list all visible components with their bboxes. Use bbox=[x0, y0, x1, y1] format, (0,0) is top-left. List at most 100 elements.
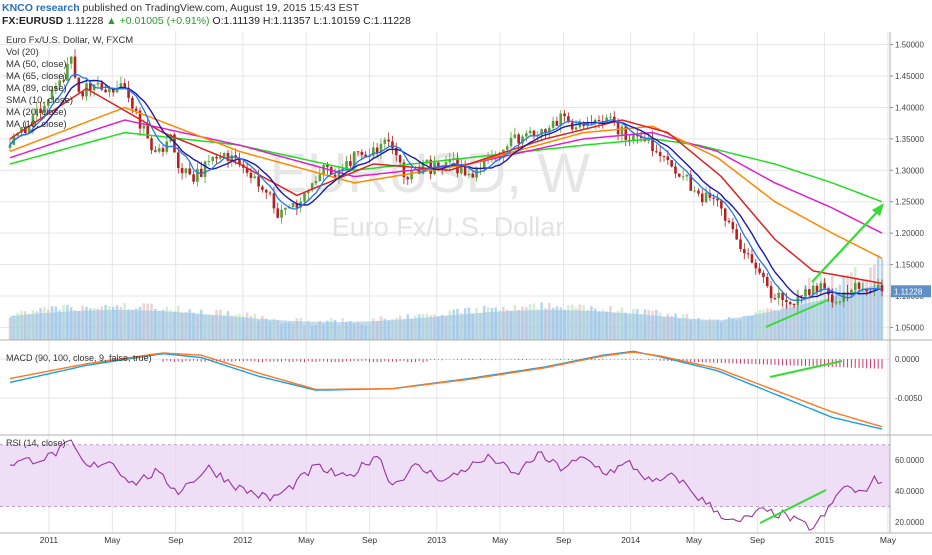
candle-body bbox=[379, 143, 383, 153]
candle-body bbox=[712, 197, 716, 199]
rsi-band bbox=[0, 444, 890, 507]
high-label: H: bbox=[262, 15, 274, 27]
signal-line bbox=[9, 351, 883, 428]
publisher-line: KNCO research published on TradingView.c… bbox=[2, 2, 359, 14]
candle-body bbox=[723, 208, 727, 221]
candle-body bbox=[716, 198, 719, 201]
candle-body bbox=[268, 192, 272, 194]
candle-body bbox=[226, 152, 230, 161]
legend-ma65[interactable]: MA (65, close) bbox=[6, 71, 67, 82]
candle-body bbox=[372, 147, 375, 156]
x-axis-tick: Sep bbox=[362, 535, 377, 545]
candle-body bbox=[375, 147, 379, 153]
candle-body bbox=[249, 172, 253, 178]
candle-body bbox=[532, 130, 536, 137]
candle-body bbox=[677, 173, 681, 177]
candle-body bbox=[150, 138, 153, 151]
x-axis-tick: 2011 bbox=[40, 535, 59, 545]
open-value: 1.11139 bbox=[223, 15, 260, 27]
bullish-arrow-head bbox=[872, 203, 884, 216]
candle-body bbox=[459, 166, 463, 174]
candle-body bbox=[35, 108, 39, 116]
candle-body bbox=[364, 154, 367, 157]
candle-body bbox=[555, 120, 559, 126]
candle-body bbox=[62, 80, 65, 82]
candle-body bbox=[261, 186, 264, 190]
candle-body bbox=[211, 157, 215, 161]
candle-body bbox=[773, 298, 777, 300]
symbol-line: FX:EURUSD 1.11228 ▲ +0.01005 (+0.91%) O:… bbox=[2, 15, 411, 27]
candle-body bbox=[850, 290, 853, 294]
candle-body bbox=[203, 161, 207, 177]
candle-body bbox=[188, 168, 192, 175]
candle-body bbox=[398, 155, 402, 163]
candle-body bbox=[77, 77, 81, 92]
rsi-label: RSI (14, close) bbox=[6, 438, 66, 448]
candle-body bbox=[674, 166, 677, 174]
candle-body bbox=[880, 285, 884, 292]
price-axis-tick: 1.40000 bbox=[895, 103, 924, 112]
candle-body bbox=[467, 173, 471, 176]
candle-body bbox=[264, 189, 268, 193]
macd-divergence-line bbox=[769, 360, 843, 378]
author-link[interactable]: KNCO research bbox=[2, 2, 80, 14]
candle-body bbox=[624, 126, 628, 140]
symbol-ticker[interactable]: FX:EURUSD bbox=[2, 15, 64, 27]
candle-body bbox=[85, 83, 88, 97]
candle-body bbox=[391, 141, 394, 148]
candle-body bbox=[739, 239, 742, 249]
candle-body bbox=[215, 157, 218, 159]
price-change: +0.01005 (+0.91%) bbox=[119, 15, 210, 27]
candle-body bbox=[612, 116, 616, 121]
candle-body bbox=[632, 134, 635, 142]
candle-body bbox=[81, 91, 84, 97]
candle-body bbox=[326, 165, 329, 167]
rsi-axis-tick: 40.0000 bbox=[895, 487, 924, 496]
rsi-line bbox=[9, 439, 883, 531]
candle-body bbox=[196, 168, 199, 182]
candle-body bbox=[670, 160, 673, 167]
candle-body bbox=[639, 136, 643, 138]
candle-body bbox=[284, 207, 287, 210]
legend-ma50[interactable]: MA (50, close) bbox=[6, 59, 67, 70]
candle-body bbox=[785, 299, 788, 303]
price-axis-tick: 1.50000 bbox=[895, 41, 924, 50]
candle-body bbox=[616, 120, 620, 135]
candle-body bbox=[341, 168, 345, 171]
x-axis-tick: Sep bbox=[168, 535, 183, 545]
macd-axis-tick: -0.0050 bbox=[895, 394, 923, 403]
x-axis-tick: 2013 bbox=[427, 535, 446, 545]
candle-body bbox=[207, 160, 211, 162]
candle-body bbox=[666, 156, 670, 161]
candle-body bbox=[257, 176, 260, 187]
candle-body bbox=[815, 285, 819, 292]
candle-body bbox=[8, 144, 12, 148]
legend-ma10[interactable]: MA (10, close) bbox=[6, 119, 67, 130]
close-value: 1.11228 bbox=[373, 15, 411, 27]
candle-body bbox=[291, 202, 295, 208]
candle-body bbox=[808, 289, 811, 295]
candle-body bbox=[482, 160, 486, 169]
candle-body bbox=[830, 294, 834, 303]
legend-ma20[interactable]: MA (20, close) bbox=[6, 107, 67, 118]
legend-vol[interactable]: Vol (20) bbox=[6, 47, 39, 58]
legend-ma89[interactable]: MA (89, close) bbox=[6, 83, 67, 94]
candle-body bbox=[337, 170, 341, 177]
candle-body bbox=[681, 176, 685, 178]
candle-body bbox=[754, 262, 758, 269]
candle-body bbox=[39, 108, 42, 114]
candle-body bbox=[318, 174, 322, 182]
candle-body bbox=[823, 283, 826, 289]
candle-body bbox=[781, 292, 784, 300]
candle-body bbox=[521, 136, 524, 144]
candle-body bbox=[230, 155, 234, 161]
low-label: L: bbox=[313, 15, 323, 27]
candle-body bbox=[777, 292, 781, 299]
legend-sma10[interactable]: SMA (10, close) bbox=[6, 95, 74, 106]
candle-body bbox=[58, 80, 62, 87]
x-axis-tick: May bbox=[298, 535, 315, 545]
candle-body bbox=[873, 288, 876, 292]
candle-body bbox=[750, 254, 754, 263]
candle-body bbox=[509, 137, 513, 147]
